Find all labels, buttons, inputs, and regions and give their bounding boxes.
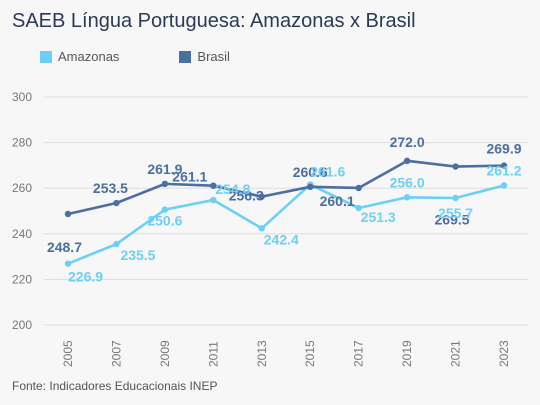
x-tick-label: 2013 xyxy=(255,340,269,367)
data-point xyxy=(210,196,217,204)
data-label: 269.9 xyxy=(486,141,521,157)
data-label: 255.7 xyxy=(438,205,473,221)
data-point xyxy=(452,163,459,170)
series-line-brasil xyxy=(67,159,505,216)
data-point xyxy=(113,240,120,248)
data-label: 269.5 xyxy=(435,212,470,228)
y-tick-label: 260 xyxy=(12,181,32,195)
data-point xyxy=(258,225,265,232)
data-point xyxy=(403,194,411,201)
data-point xyxy=(403,157,411,165)
data-point xyxy=(161,206,169,213)
data-label: 242.4 xyxy=(264,231,299,247)
data-label: 251.3 xyxy=(361,209,396,225)
y-tick-label: 220 xyxy=(12,272,32,286)
y-tick-label: 300 xyxy=(12,90,32,104)
data-point xyxy=(113,199,120,207)
x-tick-label: 2015 xyxy=(303,340,317,367)
x-tick-label: 2019 xyxy=(400,340,414,367)
data-label: 260.1 xyxy=(320,193,355,209)
legend-label-brasil: Brasil xyxy=(197,49,230,64)
data-label: 261.9 xyxy=(147,161,182,177)
legend-swatch-brasil xyxy=(179,50,192,63)
data-point xyxy=(452,194,459,202)
data-label: 272.0 xyxy=(390,134,425,150)
x-tick-label: 2009 xyxy=(158,340,172,367)
x-tick-label: 2011 xyxy=(206,341,220,367)
chart-title: SAEB Língua Portuguesa: Amazonas x Brasi… xyxy=(12,10,416,32)
x-tick-label: 2023 xyxy=(497,340,511,367)
data-label: 261.6 xyxy=(310,164,345,180)
y-tick-label: 280 xyxy=(12,136,32,150)
data-label: 261.1 xyxy=(172,169,207,185)
legend-swatch-amazonas xyxy=(40,50,52,63)
x-tick-label: 2005 xyxy=(61,340,75,367)
data-label: 253.5 xyxy=(93,180,128,196)
data-point xyxy=(161,180,169,188)
data-label: 254.8 xyxy=(215,181,250,197)
legend-item-amazonas[interactable]: Amazonas xyxy=(40,49,119,64)
x-tick-label: 2021 xyxy=(449,340,463,367)
data-point xyxy=(307,183,314,191)
data-point xyxy=(500,182,508,189)
x-tick-label: 2007 xyxy=(109,340,123,367)
data-label: 226.9 xyxy=(68,269,103,285)
data-point xyxy=(355,204,362,212)
legend-item-brasil[interactable]: Brasil xyxy=(179,49,230,64)
y-tick-label: 200 xyxy=(12,318,32,332)
legend: Amazonas Brasil xyxy=(40,49,230,64)
source-note: Fonte: Indicadores Educacionais INEP xyxy=(12,379,218,393)
x-tick-label: 2017 xyxy=(352,340,366,367)
data-point xyxy=(355,184,362,192)
data-point xyxy=(500,162,508,169)
y-tick-label: 240 xyxy=(12,227,32,241)
series-line-amazonas xyxy=(67,183,505,265)
data-label: 261.2 xyxy=(486,162,521,178)
data-point xyxy=(64,260,72,267)
data-label: 248.7 xyxy=(47,239,82,255)
data-label: 235.5 xyxy=(120,247,155,263)
data-label: 260.6 xyxy=(293,164,328,180)
legend-label-amazonas: Amazonas xyxy=(58,49,120,64)
data-point xyxy=(64,210,72,218)
data-label: 256.3 xyxy=(229,188,264,204)
data-label: 250.6 xyxy=(147,213,182,229)
data-point xyxy=(258,193,265,200)
data-label: 256.0 xyxy=(390,174,425,190)
data-point xyxy=(210,182,217,189)
